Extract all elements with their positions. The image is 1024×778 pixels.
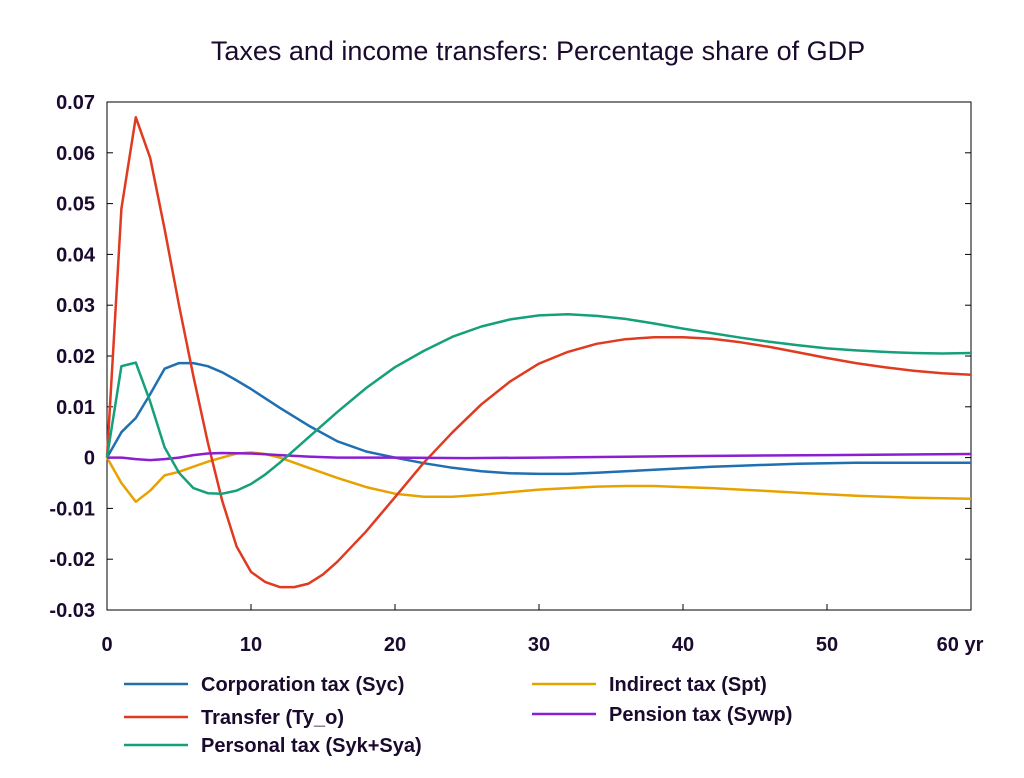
legend-label: Indirect tax (Spt) <box>609 674 767 696</box>
series-line <box>105 115 972 589</box>
y-tick-label: 0.06 <box>56 143 95 165</box>
series-line <box>105 451 972 504</box>
x-tick-label: 60 yr <box>937 634 984 656</box>
legend-label: Corporation tax (Syc) <box>201 674 404 696</box>
chart-title: Taxes and income transfers: Percentage s… <box>211 36 865 66</box>
plot-area-frame <box>106 101 972 611</box>
x-tick-label: 40 <box>672 634 694 656</box>
series-line <box>105 313 972 495</box>
y-tick-label: 0.03 <box>56 295 95 317</box>
x-axis: 0 10 20 30 40 50 60 yr <box>101 604 984 656</box>
y-tick-label: 0.02 <box>56 346 95 368</box>
legend-label: Personal tax (Syk+Sya) <box>201 735 422 757</box>
x-tick-label: 10 <box>240 634 262 656</box>
x-tick-label: 30 <box>528 634 550 656</box>
y-tick-label: 0.05 <box>56 194 95 216</box>
y-axis: -0.03 -0.02 -0.01 0 0.01 0.02 0.03 0.04 0.05 0.06… <box>49 92 971 622</box>
y-tick-label: 0 <box>84 448 95 470</box>
legend-label: Pension tax (Sywp) <box>609 704 792 726</box>
y-tick-label: 0.07 <box>56 92 95 114</box>
y-tick-label: 0.01 <box>56 397 95 419</box>
y-tick-label: -0.01 <box>49 498 95 520</box>
x-tick-label: 50 <box>816 634 838 656</box>
y-tick-label: 0.04 <box>56 244 96 266</box>
y-tick-label: -0.03 <box>49 600 95 622</box>
x-tick-label: 20 <box>384 634 406 656</box>
legend: Corporation tax (Syc) Indirect tax (Spt) T… <box>124 674 792 757</box>
legend-label: Transfer (Ty_o) <box>201 707 344 729</box>
series-line <box>107 451 972 462</box>
series-lines <box>105 115 972 589</box>
x-tick-label: 0 <box>101 634 112 656</box>
y-tick-label: -0.02 <box>49 549 95 571</box>
